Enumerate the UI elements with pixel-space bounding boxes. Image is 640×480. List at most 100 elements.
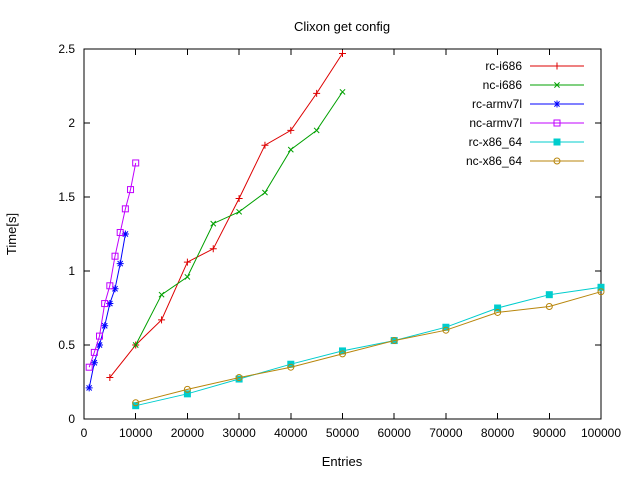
series-nc-i686 xyxy=(132,88,346,348)
square-open-marker-icon xyxy=(101,300,109,308)
cross-marker-icon xyxy=(210,220,217,227)
circle-open-marker-icon xyxy=(442,326,450,334)
legend-entry-nc-i686: nc-i686 xyxy=(483,78,584,92)
square-open-marker-icon xyxy=(121,205,129,213)
cross-marker-icon xyxy=(313,127,320,134)
square-filled-marker-icon xyxy=(545,291,553,299)
x-tick-label: 30000 xyxy=(222,426,256,440)
series-line xyxy=(88,233,126,388)
cross-marker-icon xyxy=(261,189,268,196)
legend-label: rc-armv7l xyxy=(472,97,522,111)
plus-marker-icon xyxy=(313,89,321,97)
legend-label: nc-x86_64 xyxy=(466,154,522,168)
series-line xyxy=(109,53,343,378)
circle-open-marker-icon xyxy=(545,303,553,311)
series-nc-armv7l xyxy=(85,159,140,371)
legend-entry-nc-x86_64: nc-x86_64 xyxy=(466,154,584,168)
legend-label: rc-i686 xyxy=(485,59,522,73)
square-open-marker-icon xyxy=(127,186,135,194)
legend-label: nc-i686 xyxy=(483,78,523,92)
series-rc-x86_64 xyxy=(132,283,605,410)
square-open-marker-icon xyxy=(85,363,93,371)
asterisk-marker-icon xyxy=(86,384,93,391)
chart-title: Clixon get config xyxy=(294,19,390,34)
square-open-marker-icon xyxy=(132,159,140,167)
circle-open-marker-icon xyxy=(132,399,140,407)
asterisk-marker-icon xyxy=(117,260,124,267)
plus-marker-icon xyxy=(339,49,346,57)
square-filled-marker-icon xyxy=(494,304,502,312)
cross-marker-icon xyxy=(184,273,191,280)
legend-entry-rc-x86_64: rc-x86_64 xyxy=(469,135,584,149)
series-line xyxy=(135,286,602,407)
legend-entry-nc-armv7l: nc-armv7l xyxy=(469,116,584,130)
plus-marker-icon xyxy=(106,374,114,382)
square-open-marker-icon xyxy=(116,229,124,237)
legend-label: rc-x86_64 xyxy=(469,135,523,149)
y-tick-label: 0 xyxy=(68,412,75,426)
cross-marker-icon xyxy=(236,208,243,215)
circle-open-marker-icon xyxy=(390,337,398,345)
legend: rc-i686 nc-i686 rc-armv7l nc-armv7l rc-x86_6… xyxy=(466,59,584,168)
plus-marker-icon xyxy=(261,141,269,149)
series-line xyxy=(135,291,602,404)
series-rc-i686 xyxy=(106,49,346,382)
legend-entry-rc-i686: rc-i686 xyxy=(485,59,584,73)
x-tick-label: 70000 xyxy=(429,426,463,440)
square-filled-marker-icon xyxy=(183,390,191,398)
cross-marker-icon xyxy=(132,342,139,348)
x-tick-label: 100000 xyxy=(581,426,621,440)
y-tick-label: 1 xyxy=(68,264,75,278)
series-line xyxy=(135,91,343,346)
square-open-marker-icon xyxy=(106,282,114,290)
circle-open-marker-icon xyxy=(494,308,502,316)
series-line xyxy=(88,162,137,368)
circle-open-marker-icon xyxy=(597,288,605,296)
y-axis-label: Time[s] xyxy=(4,213,19,255)
y-tick-label: 1.5 xyxy=(58,190,75,204)
plus-marker-icon xyxy=(209,245,217,253)
circle-open-marker-icon xyxy=(235,374,243,382)
cross-marker-icon xyxy=(287,146,294,153)
asterisk-marker-icon xyxy=(101,322,108,329)
y-tick-label: 2 xyxy=(68,116,75,130)
square-open-marker-icon xyxy=(553,119,561,127)
cross-marker-icon xyxy=(554,82,560,88)
x-axis-label: Entries xyxy=(322,454,363,469)
x-tick-label: 50000 xyxy=(326,426,360,440)
x-tick-label: 10000 xyxy=(119,426,153,440)
x-tick-label: 0 xyxy=(81,426,88,440)
x-tick-label: 80000 xyxy=(481,426,515,440)
plus-marker-icon xyxy=(553,62,561,70)
plus-marker-icon xyxy=(183,258,191,266)
y-tick-label: 2.5 xyxy=(58,42,75,56)
plus-marker-icon xyxy=(287,126,295,134)
cross-marker-icon xyxy=(339,88,346,95)
data-series xyxy=(85,49,605,410)
y-tick-label: 0.5 xyxy=(58,338,75,352)
square-open-marker-icon xyxy=(96,332,104,340)
legend-entry-rc-armv7l: rc-armv7l xyxy=(472,97,584,111)
x-tick-label: 60000 xyxy=(378,426,412,440)
square-filled-marker-icon xyxy=(553,138,561,146)
cross-marker-icon xyxy=(158,291,165,298)
square-filled-marker-icon xyxy=(597,283,605,291)
plus-marker-icon xyxy=(158,316,166,324)
circle-open-marker-icon xyxy=(287,363,295,371)
x-tick-label: 20000 xyxy=(171,426,205,440)
legend-label: nc-armv7l xyxy=(469,116,522,130)
axes: 0 10000 20000 30000 40000 50000 60000 70000 8000… xyxy=(58,42,621,440)
x-tick-label: 40000 xyxy=(274,426,308,440)
square-open-marker-icon xyxy=(90,348,98,356)
x-tick-label: 90000 xyxy=(533,426,567,440)
series-nc-x86_64 xyxy=(132,288,605,407)
circle-open-marker-icon xyxy=(553,157,561,165)
asterisk-marker-icon xyxy=(554,101,560,107)
circle-open-marker-icon xyxy=(183,385,191,393)
plot-border xyxy=(83,48,602,420)
circle-open-marker-icon xyxy=(339,350,346,358)
plus-marker-icon xyxy=(235,194,243,202)
asterisk-marker-icon xyxy=(96,342,103,348)
